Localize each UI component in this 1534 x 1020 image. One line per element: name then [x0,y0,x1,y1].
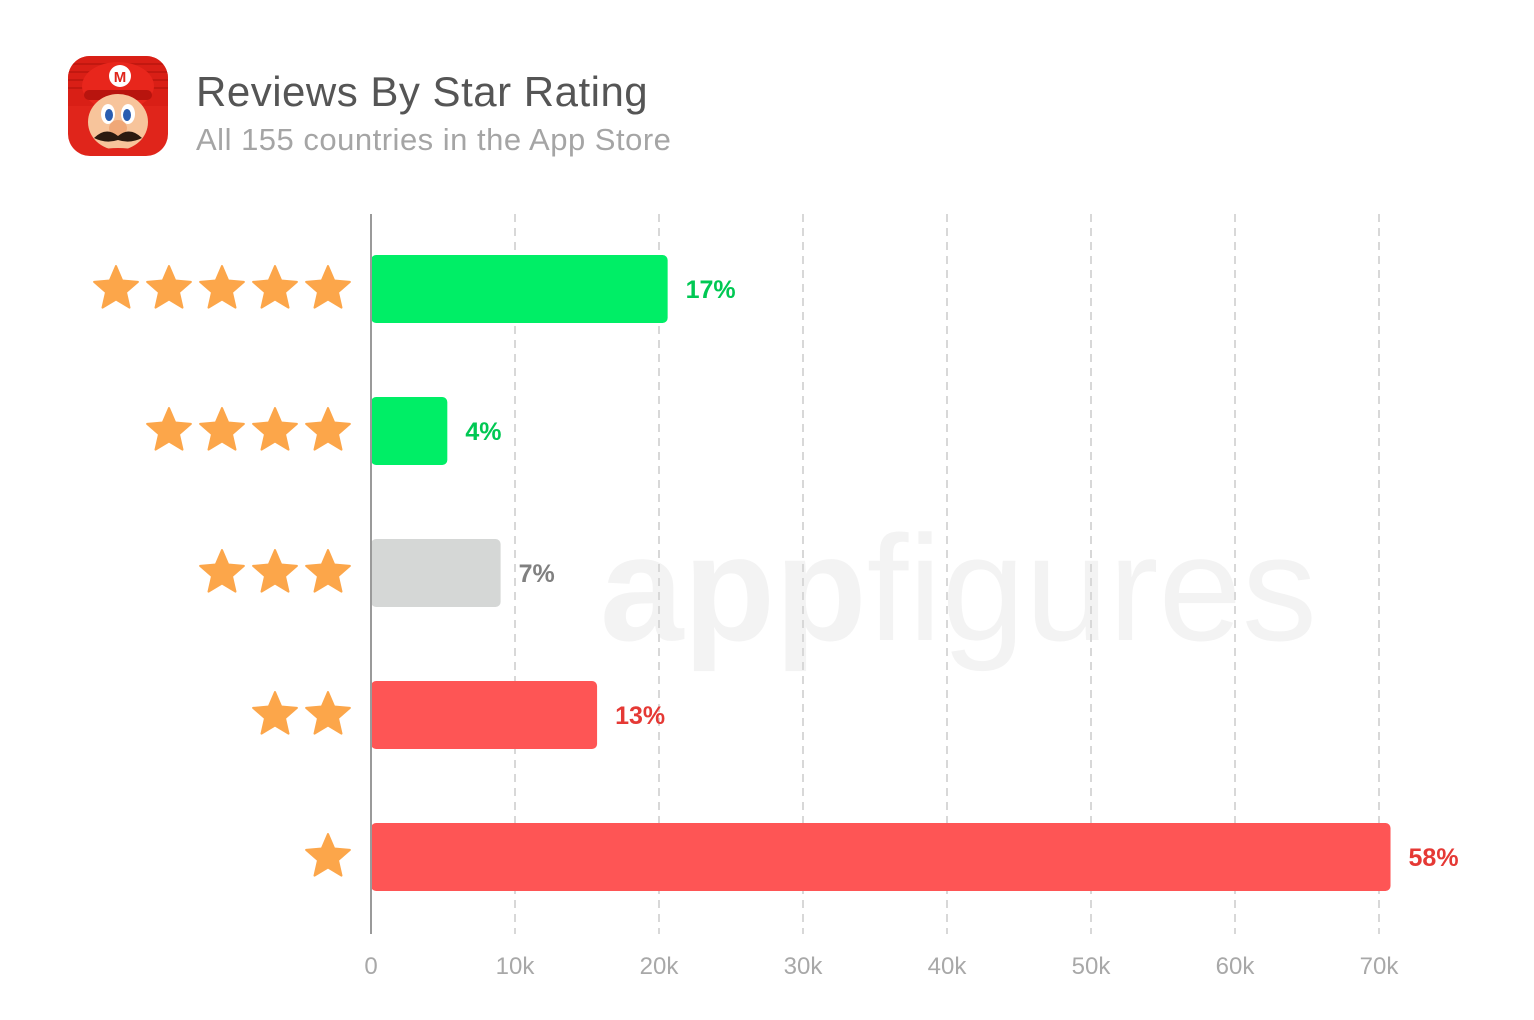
x-tick-label: 30k [784,953,824,980]
star-icon [305,407,351,451]
star-icon [305,265,351,309]
star-icon [199,407,245,451]
data-label: 58% [1409,844,1459,872]
star-icon [146,407,192,451]
data-label: 17% [686,276,736,304]
x-tick-label: 60k [1216,953,1256,980]
star-icon [252,265,298,309]
bar-2-star [371,681,598,749]
star-icon [199,265,245,309]
x-tick-label: 10k [496,953,536,980]
mario-face-icon: M [68,56,168,156]
data-label: 13% [615,702,665,730]
x-tick-label: 20k [640,953,680,980]
watermark-bold: app [600,504,867,672]
grid [514,214,1380,934]
star-icon [93,265,139,309]
watermark-light: figures [867,504,1317,672]
x-tick-label: 0 [364,953,377,980]
svg-text:appfigures: appfigures [600,504,1317,672]
x-tick-label: 50k [1072,953,1112,980]
x-axis-ticks: 0 10k 20k 30k 40k 50k 60k 70k [364,953,1399,980]
bars: 17% 4% 7% 13% 58% [371,255,1459,891]
x-tick-label: 40k [928,953,968,980]
x-tick-label: 70k [1360,953,1400,980]
bar-1-star [371,823,1391,891]
star-icon [146,265,192,309]
data-label: 7% [519,560,555,588]
data-label: 4% [465,418,501,446]
bar-3-star [371,539,501,607]
star-icon [252,549,298,593]
chart-subtitle: All 155 countries in the App Store [196,122,672,157]
watermark: appfigures [600,504,1317,672]
bar-4-star [371,397,448,465]
bar-5-star [371,255,668,323]
chart-title: Reviews By Star Rating [196,68,649,115]
star-icon [252,407,298,451]
star-icon [305,833,351,877]
star-icon [252,691,298,735]
svg-text:M: M [114,69,127,86]
star-icon [305,691,351,735]
star-icon [305,549,351,593]
star-icon [199,549,245,593]
star-rows [93,265,351,877]
